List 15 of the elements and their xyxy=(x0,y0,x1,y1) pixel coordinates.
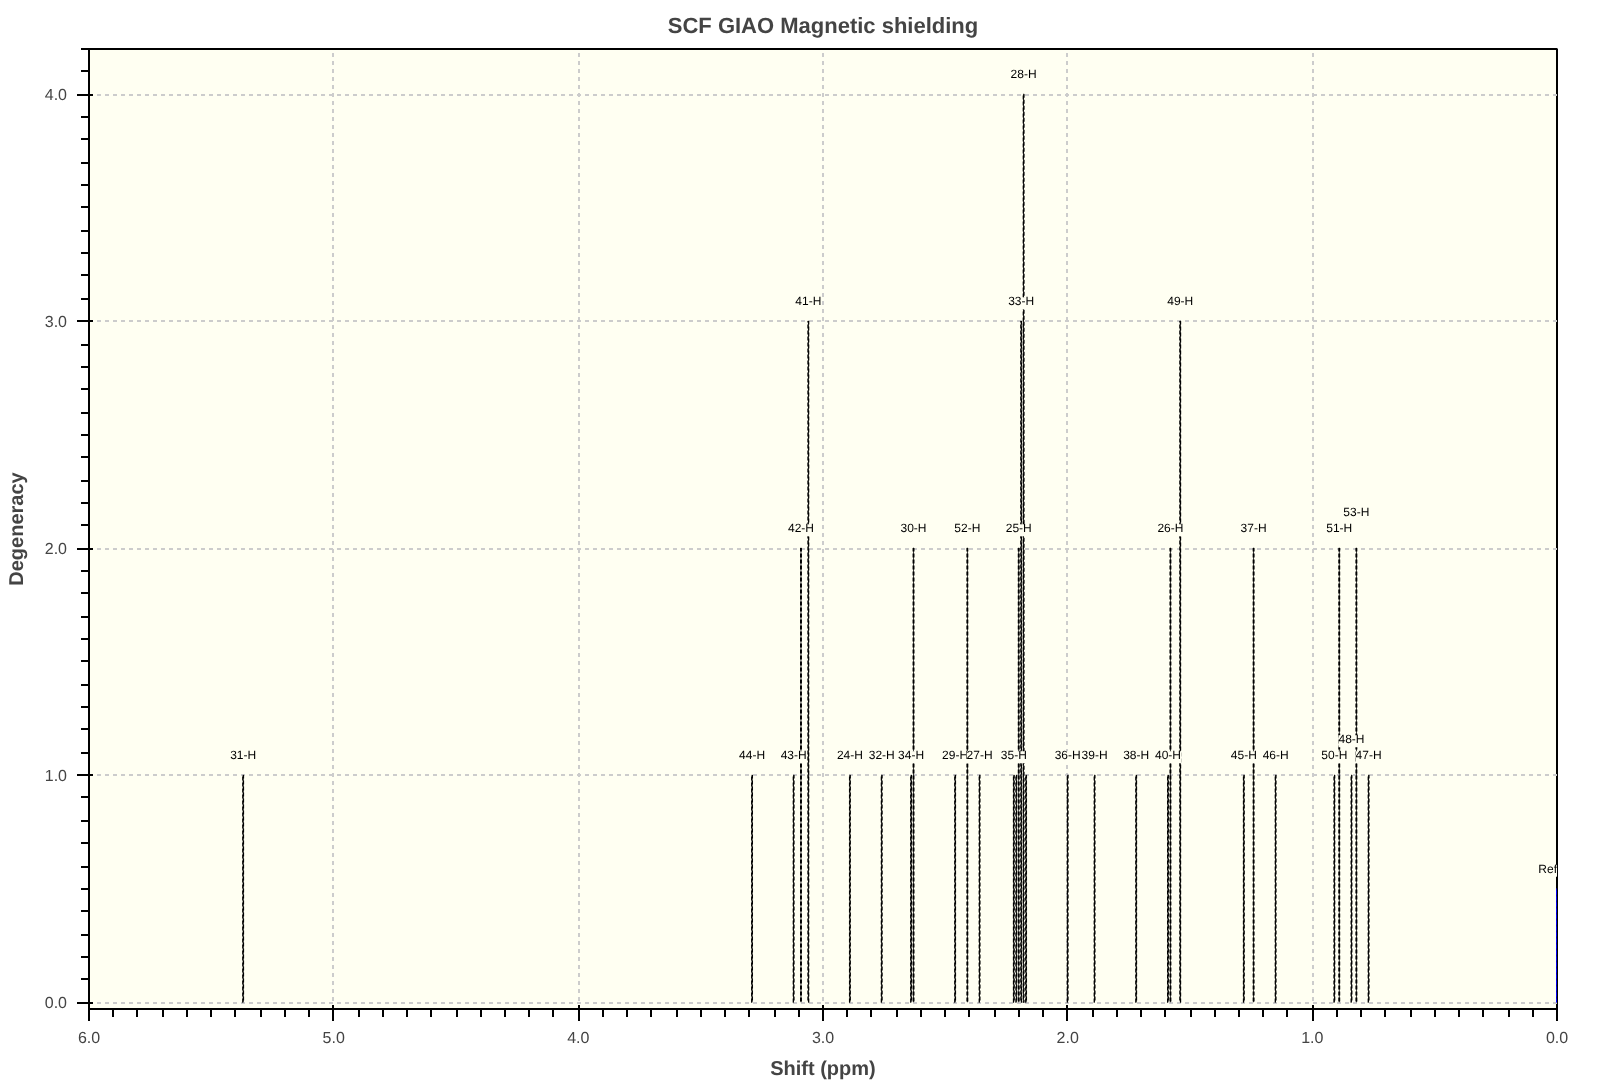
x-tick-label: 4.0 xyxy=(567,1029,591,1047)
y-tick-label: 2.0 xyxy=(44,540,69,559)
y-axis-title: Degeneracy xyxy=(6,471,29,586)
x-axis-title: Shift (ppm) xyxy=(770,1059,876,1081)
y-tick-label: 1.0 xyxy=(44,767,69,786)
y-tick-label: 0.0 xyxy=(44,994,69,1013)
x-tick-label: 0.0 xyxy=(1545,1029,1570,1047)
x-tick-label: 3.0 xyxy=(811,1029,836,1047)
x-tick-label: 1.0 xyxy=(1301,1029,1325,1047)
x-tick-label: 6.0 xyxy=(77,1029,102,1047)
chart-title: SCF GIAO Magnetic shielding xyxy=(667,15,979,39)
y-tick-label: 3.0 xyxy=(44,313,69,332)
x-tick-label: 2.0 xyxy=(1056,1029,1080,1047)
x-tick-label: 5.0 xyxy=(322,1029,346,1047)
y-tick-label: 4.0 xyxy=(44,86,69,105)
